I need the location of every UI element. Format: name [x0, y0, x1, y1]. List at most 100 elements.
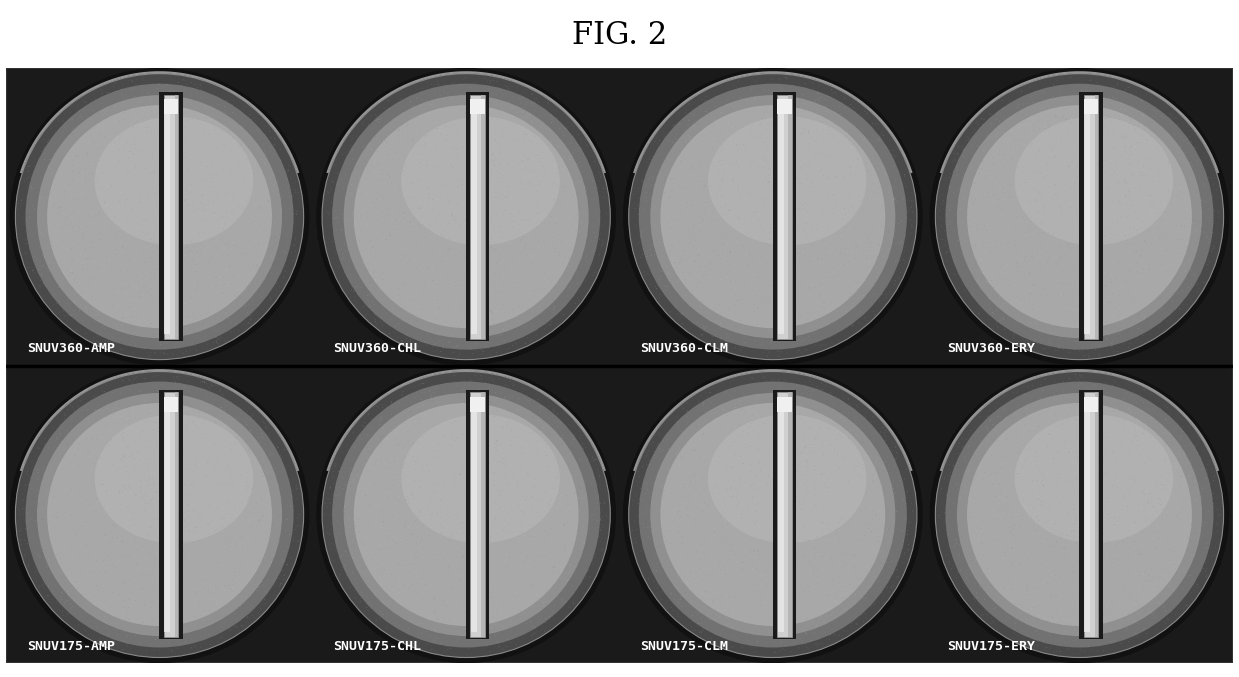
Point: [87, 603, 107, 614]
Point: [545, 415, 565, 426]
Point: [437, 498, 457, 509]
Point: [94, 502, 114, 513]
Point: [497, 527, 517, 538]
Point: [1012, 211, 1032, 222]
Point: [223, 548, 243, 559]
Point: [802, 521, 821, 532]
Point: [755, 105, 774, 116]
Point: [799, 267, 819, 278]
Point: [439, 244, 458, 255]
Point: [1046, 156, 1066, 167]
Point: [689, 572, 709, 583]
Point: [1052, 377, 1072, 388]
Point: [97, 485, 116, 496]
Point: [356, 567, 375, 578]
Point: [892, 236, 912, 246]
Point: [1152, 438, 1172, 449]
Point: [820, 565, 840, 576]
Point: [1020, 552, 1040, 563]
Point: [948, 261, 968, 271]
Point: [382, 269, 401, 280]
Point: [877, 281, 897, 292]
Point: [1075, 221, 1095, 232]
Point: [1157, 316, 1177, 327]
Point: [453, 251, 473, 262]
Point: [808, 89, 828, 100]
Point: [133, 569, 152, 580]
Point: [470, 248, 489, 259]
Point: [146, 156, 166, 167]
Point: [477, 268, 497, 279]
Point: [455, 303, 475, 313]
Point: [670, 187, 690, 198]
Point: [939, 459, 959, 470]
Point: [747, 628, 767, 638]
Point: [802, 322, 821, 332]
Point: [108, 577, 128, 588]
Point: [1182, 279, 1202, 290]
Point: [467, 301, 487, 312]
Point: [41, 253, 61, 263]
Point: [1127, 267, 1147, 278]
Point: [587, 518, 607, 529]
Point: [660, 463, 680, 474]
Point: [198, 133, 218, 144]
Point: [685, 470, 705, 481]
Point: [1085, 380, 1105, 391]
Point: [77, 150, 97, 160]
Point: [639, 506, 659, 517]
Point: [482, 592, 502, 603]
Point: [167, 310, 187, 321]
Point: [551, 162, 571, 173]
Point: [693, 588, 712, 599]
Point: [767, 590, 787, 601]
Point: [172, 433, 192, 444]
Point: [207, 562, 227, 573]
Point: [859, 494, 878, 504]
Point: [1187, 438, 1207, 449]
Point: [195, 127, 214, 137]
Point: [751, 626, 771, 636]
Point: [164, 504, 183, 515]
Point: [84, 458, 104, 469]
Point: [529, 111, 549, 122]
Point: [496, 207, 515, 218]
Point: [746, 585, 766, 596]
Point: [425, 122, 445, 133]
Point: [1139, 569, 1158, 580]
Point: [873, 422, 893, 433]
Point: [551, 539, 571, 550]
Point: [976, 421, 996, 432]
Point: [509, 317, 529, 328]
Point: [1061, 524, 1080, 535]
Point: [717, 255, 737, 266]
Point: [192, 85, 212, 95]
Point: [665, 504, 685, 515]
Point: [799, 475, 819, 485]
Point: [548, 255, 567, 265]
Point: [473, 304, 493, 315]
Point: [64, 206, 84, 217]
Point: [789, 334, 809, 345]
Point: [771, 502, 790, 512]
Point: [965, 591, 985, 602]
Point: [1147, 325, 1167, 336]
Point: [116, 552, 136, 563]
Point: [1077, 160, 1097, 171]
Point: [804, 440, 824, 451]
Point: [177, 136, 197, 147]
Point: [1130, 110, 1150, 121]
Point: [514, 127, 534, 137]
Point: [975, 504, 995, 515]
Point: [209, 245, 229, 256]
Point: [1028, 428, 1048, 439]
Point: [658, 431, 678, 441]
Point: [581, 219, 601, 230]
Point: [798, 390, 818, 401]
Point: [847, 593, 867, 604]
Point: [877, 582, 897, 592]
Point: [1074, 610, 1094, 621]
Point: [731, 264, 751, 275]
Point: [110, 579, 130, 590]
Point: [1063, 381, 1083, 392]
